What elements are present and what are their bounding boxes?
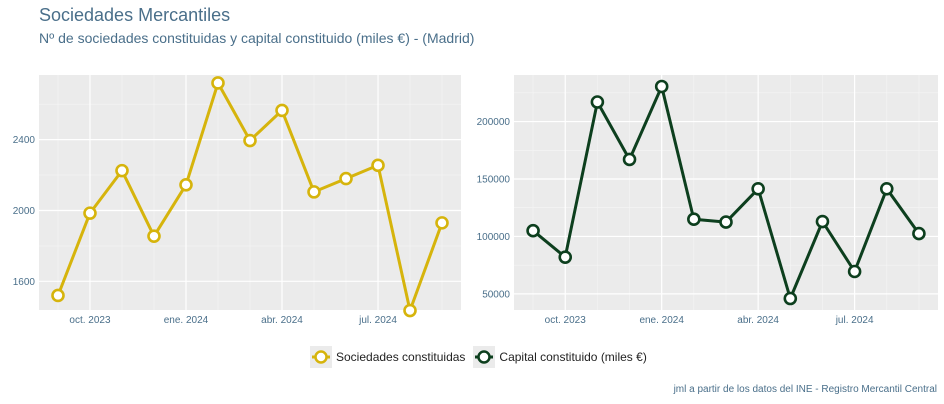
data-point-left — [51, 288, 65, 303]
data-point-right — [815, 214, 830, 229]
data-point-right — [879, 181, 894, 196]
x-tick-label: jul. 2024 — [835, 315, 874, 326]
legend-label-capital: Capital constituido (miles €) — [499, 350, 647, 364]
data-point-right — [654, 79, 669, 94]
x-tick-label: jul. 2024 — [358, 315, 397, 326]
legend-item-capital: Capital constituido (miles €) — [473, 346, 647, 368]
x-tick-label: oct. 2023 — [69, 315, 111, 326]
y-tick-label: 150000 — [477, 174, 511, 185]
chart-title: Sociedades Mercantiles — [39, 5, 231, 25]
data-point-right — [847, 264, 862, 279]
data-point-left — [403, 303, 417, 318]
data-point-left — [147, 229, 161, 243]
x-tick-label: ene. 2024 — [639, 315, 684, 326]
y-tick-label: 2000 — [13, 206, 36, 217]
legend: Sociedades constituidas Capital constitu… — [310, 346, 655, 368]
y-tick-label: 1600 — [13, 277, 36, 288]
legend-key-capital — [473, 346, 496, 368]
chart-subtitle: Nº de sociedades constituidas y capital … — [39, 30, 475, 46]
data-point-left — [83, 206, 97, 220]
data-point-left — [243, 133, 257, 148]
y-tick-label: 2400 — [13, 135, 36, 146]
legend-key-sociedades — [310, 346, 332, 368]
data-point-right — [590, 95, 605, 109]
data-point-right — [622, 152, 637, 167]
legend-label-sociedades: Sociedades constituidas — [336, 350, 466, 364]
data-point-left — [211, 76, 225, 90]
data-point-left — [179, 177, 193, 192]
data-point-right — [719, 215, 733, 229]
data-point-right — [687, 212, 701, 227]
data-point-left — [115, 163, 129, 178]
x-tick-label: abr. 2024 — [737, 315, 779, 326]
x-tick-label: abr. 2024 — [261, 315, 303, 326]
data-point-left — [307, 185, 321, 199]
data-point-left — [339, 171, 353, 186]
data-point-left — [435, 216, 449, 230]
data-point-right — [912, 226, 926, 241]
data-point-right — [751, 181, 765, 196]
data-point-left — [371, 158, 385, 173]
data-point-right — [526, 223, 540, 238]
x-tick-label: ene. 2024 — [164, 315, 209, 326]
data-point-left — [275, 103, 289, 118]
legend-item-sociedades: Sociedades constituidas — [310, 346, 465, 368]
y-tick-label: 200000 — [477, 117, 511, 128]
x-tick-label: oct. 2023 — [545, 315, 587, 326]
y-tick-label: 50000 — [482, 289, 510, 300]
data-point-right — [783, 291, 798, 306]
source-caption: jml a partir de los datos del INE - Regi… — [673, 384, 937, 395]
y-tick-label: 100000 — [477, 232, 511, 243]
data-point-right — [558, 250, 573, 264]
